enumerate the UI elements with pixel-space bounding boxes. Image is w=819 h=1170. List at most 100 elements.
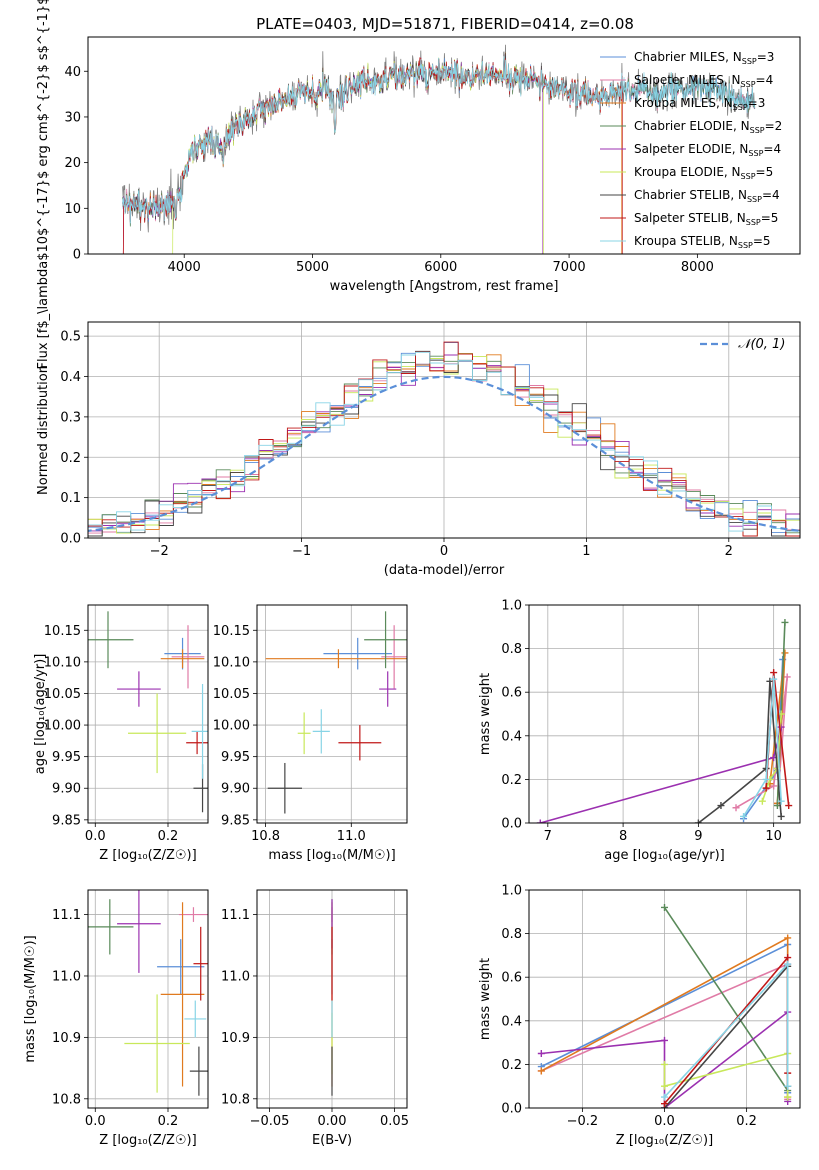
y-tick-label: 0.8: [501, 642, 522, 657]
weight-series-chabrier-stelib: [661, 962, 792, 1108]
axes-frame: [528, 604, 801, 824]
x-tick-label: 6000: [424, 260, 457, 275]
axes-frame: [87, 889, 209, 1109]
y-tick-label: 1.0: [501, 884, 522, 899]
y-tick-label: 0.5: [60, 330, 81, 345]
legend-subscript: SSP: [733, 103, 748, 112]
x-axis-label: age [log₁₀(age/yr)]: [604, 848, 725, 863]
x-axis-label: (data-model)/error: [384, 563, 505, 578]
axes-frame: [87, 604, 209, 824]
legend-count: =2: [765, 119, 783, 133]
y-tick-label: 11.0: [52, 969, 81, 984]
errorbar-point-chabrier-stelib: [267, 762, 302, 814]
weight-series-chabrier-elodie: [661, 903, 792, 1095]
errorbar-point-kroupa-miles: [265, 649, 407, 669]
y-tick-label: 10.05: [44, 687, 81, 702]
x-tick-label: 0.0: [85, 829, 106, 844]
legend-count: =4: [763, 142, 781, 156]
legend-label-salpeter-miles: Salpeter MILES, NSSP=4: [634, 73, 773, 89]
x-tick-label: 0.0: [85, 1114, 106, 1129]
x-tick-label: 7000: [553, 260, 586, 275]
y-tick-label: 10: [64, 202, 81, 217]
errorbar-point-salpeter-stelib: [186, 731, 208, 755]
legend-label-normal: 𝒩(0, 1): [738, 337, 785, 352]
legend-label-kroupa-elodie: Kroupa ELODIE, NSSP=5: [634, 165, 773, 181]
legend-subscript: SSP: [750, 126, 765, 135]
legend-label-chabrier-elodie: Chabrier ELODIE, NSSP=2: [634, 119, 782, 135]
weight-marker: [537, 1067, 545, 1075]
panel-age-vs-z: 0.0 0.2 9.85 9.90 9.95 10.00 10.05 10.10 10.15 Z …: [33, 604, 209, 863]
errorbar-point-chabrier-elodie: [88, 611, 134, 669]
errorbar-point-kroupa-stelib: [191, 683, 208, 779]
y-tick-label: 9.85: [221, 813, 250, 828]
spectrum-model-line-salpeter-elodie: [122, 53, 544, 254]
y-tick-label: 11.1: [221, 908, 250, 923]
weight-line: [540, 726, 782, 823]
x-tick-label: −2: [150, 544, 169, 559]
weight-marker: [536, 819, 544, 823]
weight-line: [663, 962, 789, 1098]
legend-text: Kroupa STELIB, N: [634, 234, 738, 248]
y-tick-label: 9.95: [221, 750, 250, 765]
x-tick-label: 8: [619, 829, 627, 844]
y-tick-label: 0.2: [501, 1058, 522, 1073]
y-tick-label: 10.00: [44, 719, 81, 734]
legend-text: Chabrier MILES, N: [634, 50, 742, 64]
y-tick-label: 0.1: [60, 491, 81, 506]
y-tick-label: 0.4: [501, 1014, 522, 1029]
weight-marker: [785, 802, 793, 810]
y-tick-label: 0.0: [60, 532, 81, 547]
weight-marker: [762, 784, 770, 792]
legend-count: =5: [756, 165, 774, 179]
y-tick-label: 10.15: [213, 624, 250, 639]
legend-text: Salpeter MILES, N: [634, 73, 741, 87]
y-tick-label: 11.1: [52, 908, 81, 923]
legend-text: Chabrier STELIB, N: [634, 188, 747, 202]
legend-subscript: SSP: [738, 241, 753, 250]
plot-area: [88, 341, 800, 537]
errorbar-point-chabrier-stelib: [189, 1046, 208, 1096]
weight-marker: [732, 804, 740, 812]
x-tick-label: −0.05: [250, 1114, 290, 1129]
legend-label-salpeter-elodie: Salpeter ELODIE, NSSP=4: [634, 142, 781, 158]
y-tick-label: 10.00: [213, 719, 250, 734]
x-tick-label: 0.2: [158, 829, 179, 844]
y-tick-label: 10.9: [221, 1031, 250, 1046]
weight-marker: [777, 812, 785, 820]
histogram-kroupa-stelib: [88, 351, 800, 532]
legend-subscript: SSP: [741, 172, 756, 181]
legend-text: Kroupa MILES, N: [634, 96, 733, 110]
x-tick-label: 0.00: [318, 1114, 347, 1129]
y-tick-label: 9.85: [52, 813, 81, 828]
y-tick-label: 0.0: [501, 817, 522, 832]
errorbar-point-kroupa-elodie: [297, 712, 311, 755]
y-tick-label: 10.05: [213, 687, 250, 702]
errorbar-point-chabrier-elodie: [364, 611, 407, 669]
y-tick-label: 10.8: [52, 1092, 81, 1107]
y-tick-label: 10.10: [44, 655, 81, 670]
weight-marker: [770, 669, 778, 677]
weight-marker: [762, 775, 770, 783]
x-axis-label: Z [log₁₀(Z/Z☉)]: [616, 1133, 713, 1148]
weight-marker: [661, 1100, 668, 1108]
weight-line: [663, 906, 789, 1092]
x-tick-label: 7: [544, 829, 552, 844]
x-axis-label: E(B-V): [312, 1133, 352, 1148]
legend-subscript: SSP: [741, 80, 756, 89]
y-tick-label: 0.8: [501, 927, 522, 942]
y-tick-label: 0.4: [501, 729, 522, 744]
x-tick-label: −0.2: [567, 1114, 599, 1129]
legend-text: Salpeter STELIB, N: [634, 211, 746, 225]
figure-title: PLATE=0403, MJD=51871, FIBERID=0414, z=0…: [256, 15, 634, 33]
weight-marker: [661, 1036, 668, 1044]
weight-marker: [784, 954, 792, 962]
y-tick-label: 40: [64, 65, 81, 80]
x-tick-label: −1: [292, 544, 311, 559]
errorbar-point-kroupa-stelib: [312, 709, 330, 754]
legend-count: =4: [756, 73, 774, 87]
legend-text: Chabrier ELODIE, N: [634, 119, 750, 133]
axes-frame: [87, 36, 801, 255]
weight-marker: [781, 618, 789, 626]
